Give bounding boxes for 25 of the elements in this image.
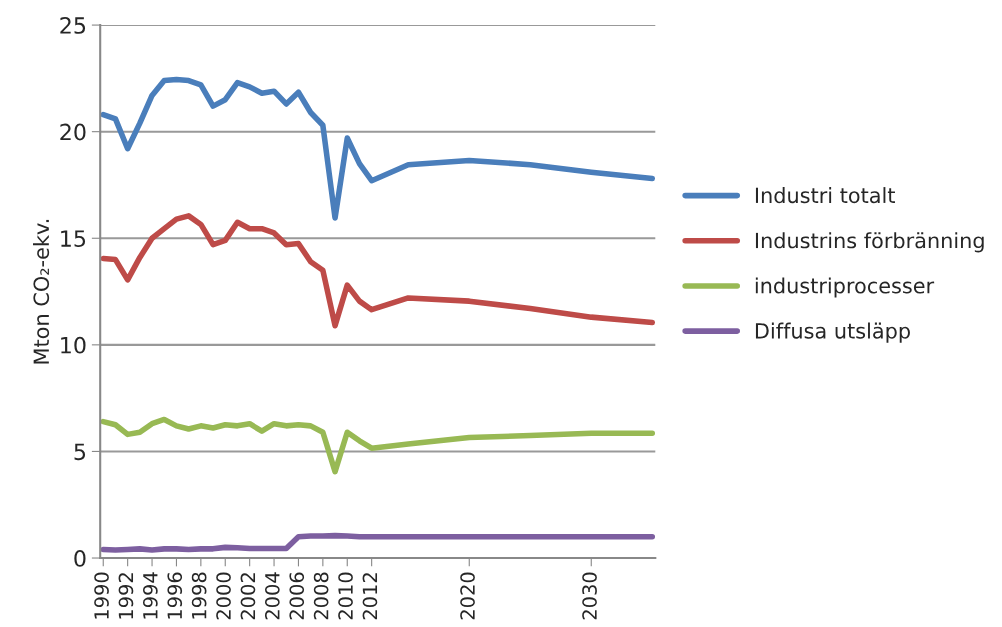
y-tick-label: 20	[60, 123, 86, 141]
x-tick-label: 2030	[582, 572, 597, 620]
x-tick-label: 2002	[240, 573, 256, 620]
x-tick-label: 2006	[289, 572, 305, 620]
x-tick-label: 2012	[362, 573, 378, 620]
x-tick-label: 1990	[94, 572, 109, 619]
x-tick-label: 1996	[167, 572, 183, 619]
legend-label: Industrins förbränning	[755, 232, 984, 253]
x-tick-label: 2010	[338, 572, 353, 620]
x-tick-label: 2020	[460, 572, 475, 620]
x-tick-label: 2004	[264, 572, 280, 620]
x-tick-label: 2008	[313, 572, 329, 620]
x-tick-label: 1998	[191, 572, 207, 619]
y-tick-label: 5	[74, 443, 86, 461]
y-tick-label: 25	[60, 17, 86, 34]
y-axis-title: Mton CO₂-ekv.	[33, 219, 50, 364]
x-tick-label: 1992	[118, 573, 134, 619]
legend-label: industriprocesser	[755, 277, 935, 298]
x-tick-label: 2000	[216, 572, 231, 620]
legend-label: Diffusa utsläpp	[755, 322, 910, 343]
y-tick-label: 0	[74, 549, 86, 567]
y-tick-label: 10	[61, 336, 86, 354]
x-tick-label: 1994	[142, 572, 158, 619]
legend-label: Industri totalt	[755, 187, 895, 204]
y-tick-label: 15	[61, 230, 86, 248]
